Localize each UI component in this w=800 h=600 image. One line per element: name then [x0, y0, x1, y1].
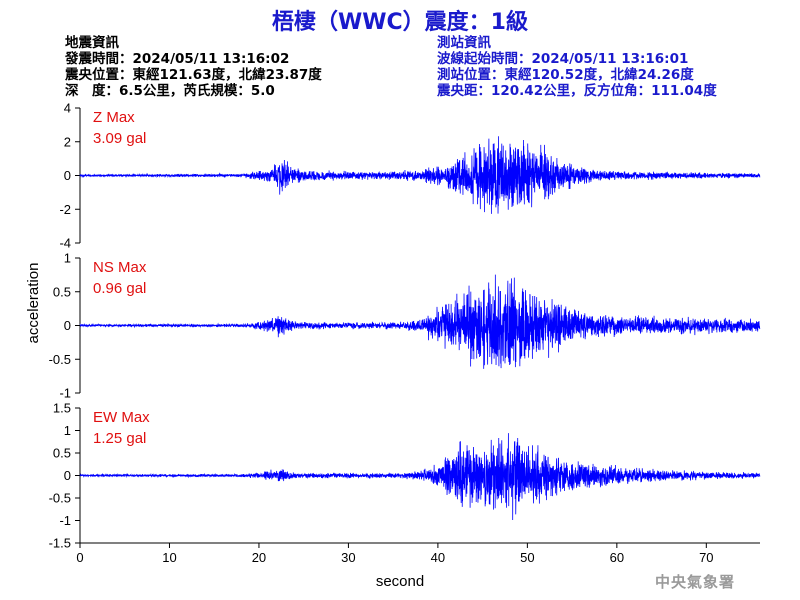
station-info-block: 測站資訊 波線起始時間：2024/05/11 13:16:01 測站位置：東經1… [437, 35, 717, 99]
y-tick-label: 4 [64, 101, 71, 116]
x-tick-label: 20 [252, 550, 266, 565]
station-location: 測站位置：東經120.52度，北緯24.26度 [437, 67, 694, 83]
max-value-ns: 0.96 gal [93, 280, 146, 297]
y-tick-label: -1.5 [49, 536, 71, 551]
x-tick-label: 50 [520, 550, 534, 565]
y-tick-label: 2 [64, 134, 71, 149]
x-axis-label: second [376, 573, 424, 590]
origin-time: 發震時間：2024/05/11 13:16:02 [65, 51, 290, 67]
y-tick-label: 0 [64, 318, 71, 333]
y-tick-label: 0 [64, 168, 71, 183]
y-tick-label: -1 [59, 386, 71, 401]
y-tick-label: -0.5 [49, 352, 71, 367]
waveform-trace-ns [79, 274, 761, 369]
depth-magnitude: 深 度：6.5公里，芮氏規模：5.0 [65, 83, 275, 99]
x-tick-label: 10 [162, 550, 176, 565]
waveform-trace-z [79, 136, 761, 214]
y-axis-label: acceleration [25, 263, 42, 344]
y-tick-label: -2 [59, 202, 71, 217]
y-tick-label: -1 [59, 513, 71, 528]
x-tick-label: 70 [699, 550, 713, 565]
y-tick-label: 0 [64, 468, 71, 483]
quake-info-block: 地震資訊 發震時間：2024/05/11 13:16:02 震央位置：東經121… [65, 35, 322, 99]
max-value-z: 3.09 gal [93, 130, 146, 147]
y-tick-label: 1 [64, 423, 71, 438]
wave-start-time: 波線起始時間：2024/05/11 13:16:01 [437, 51, 689, 67]
max-title-ns: NS Max [93, 259, 147, 276]
station-info-heading: 測站資訊 [437, 35, 491, 51]
max-title-ew: EW Max [93, 409, 150, 426]
x-tick-label: 40 [431, 550, 445, 565]
chart-title: 梧棲（WWC）震度：1級 [272, 10, 528, 35]
y-tick-label: 1.5 [53, 401, 71, 416]
y-tick-label: -4 [59, 236, 71, 251]
quake-info-heading: 地震資訊 [65, 35, 119, 51]
epicentral-distance: 震央距：120.42公里，反方位角：111.04度 [437, 83, 717, 99]
x-tick-label: 0 [76, 550, 83, 565]
max-value-ew: 1.25 gal [93, 430, 146, 447]
waveform-trace-ew [79, 433, 761, 520]
y-tick-label: 1 [64, 251, 71, 266]
agency-watermark: 中央氣象署 [655, 573, 736, 591]
x-tick-label: 30 [341, 550, 355, 565]
x-tick-label: 60 [610, 550, 624, 565]
max-title-z: Z Max [93, 109, 135, 126]
epicenter: 震央位置：東經121.63度，北緯23.87度 [65, 67, 322, 83]
y-tick-label: 0.5 [53, 284, 71, 299]
y-tick-label: 0.5 [53, 446, 71, 461]
y-tick-label: -0.5 [49, 491, 71, 506]
